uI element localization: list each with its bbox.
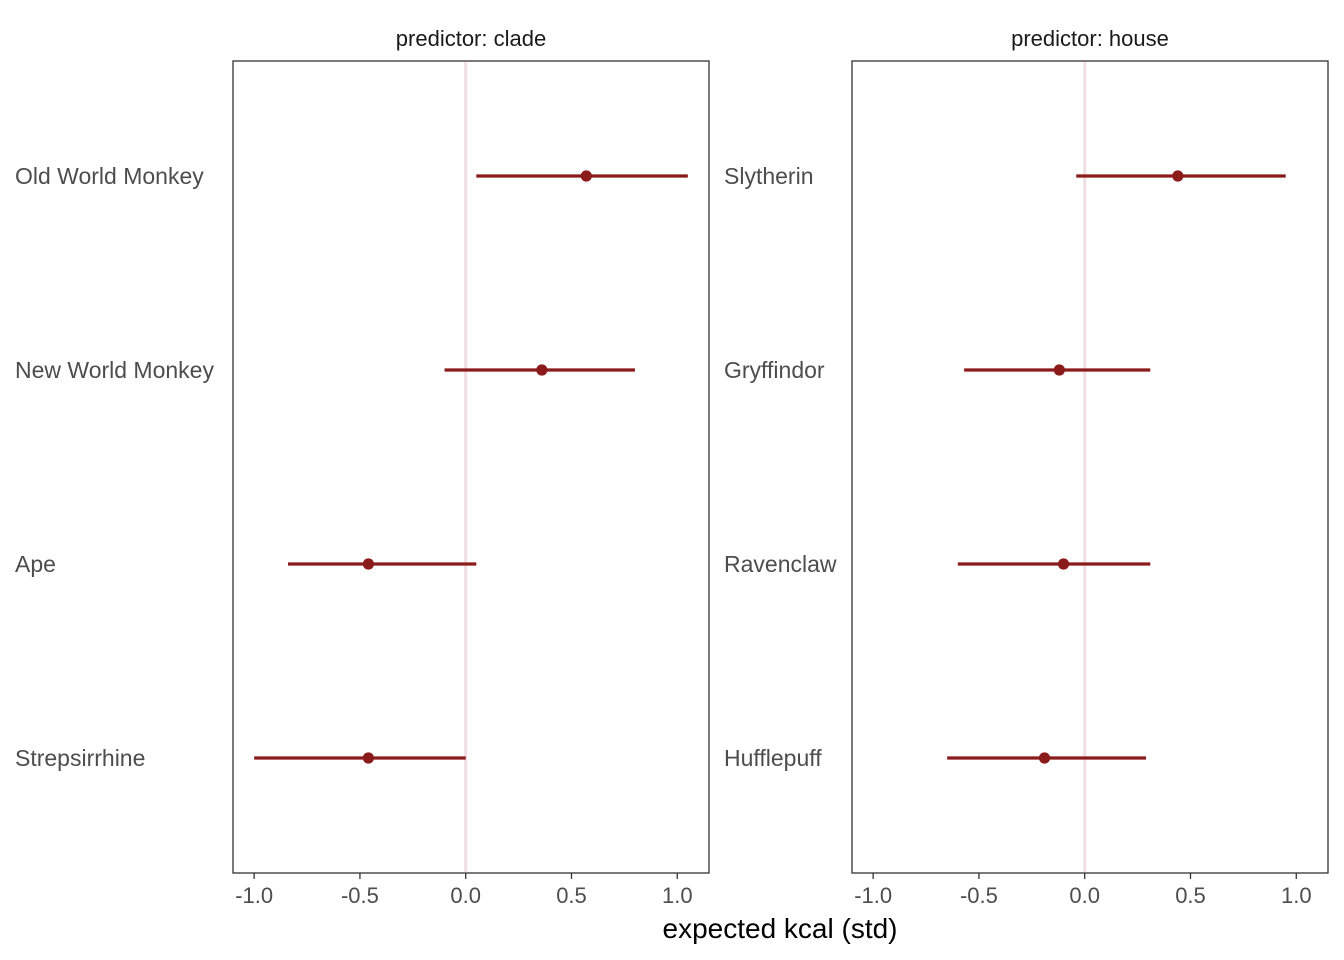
x-tick-label: 0.0 [1069,883,1100,908]
x-tick-label: -0.5 [341,883,379,908]
estimate-point [1172,170,1184,182]
panel-clade: predictor: clade -1.0 -0.5 0.0 0.5 1.0 Old Wor… [15,26,710,908]
x-tick-label: 1.0 [662,883,693,908]
estimate-point [1053,364,1065,376]
x-tick-label: 0.0 [450,883,481,908]
panel-frame [232,60,710,874]
x-tick-label: 0.5 [1175,883,1206,908]
category-label: New World Monkey [15,357,214,383]
x-tick-label: -1.0 [235,883,273,908]
x-tick-label: -0.5 [960,883,998,908]
category-label: Old World Monkey [15,163,204,189]
category-label: Slytherin [724,163,813,189]
estimate-point [1038,752,1051,764]
panel-title: predictor: clade [396,26,546,51]
panel-house: predictor: house -1.0 -0.5 0.0 0.5 1.0 Slyther… [724,26,1329,908]
estimate-point [580,170,592,182]
estimate-point [362,752,374,764]
category-label: Ape [15,551,56,577]
category-label: Hufflepuff [724,745,822,771]
panel-title: predictor: house [1011,26,1169,51]
panel-frame [851,60,1329,874]
x-tick-label: 1.0 [1281,883,1312,908]
estimate-point [1057,558,1070,570]
x-tick-label: 0.5 [556,883,587,908]
category-label: Ravenclaw [724,551,837,577]
category-label: Strepsirrhine [15,745,145,771]
category-label: Gryffindor [724,357,825,383]
x-tick-label: -1.0 [854,883,892,908]
estimate-point [362,558,374,570]
x-axis-title: expected kcal (std) [663,913,898,944]
estimate-point [536,364,548,376]
